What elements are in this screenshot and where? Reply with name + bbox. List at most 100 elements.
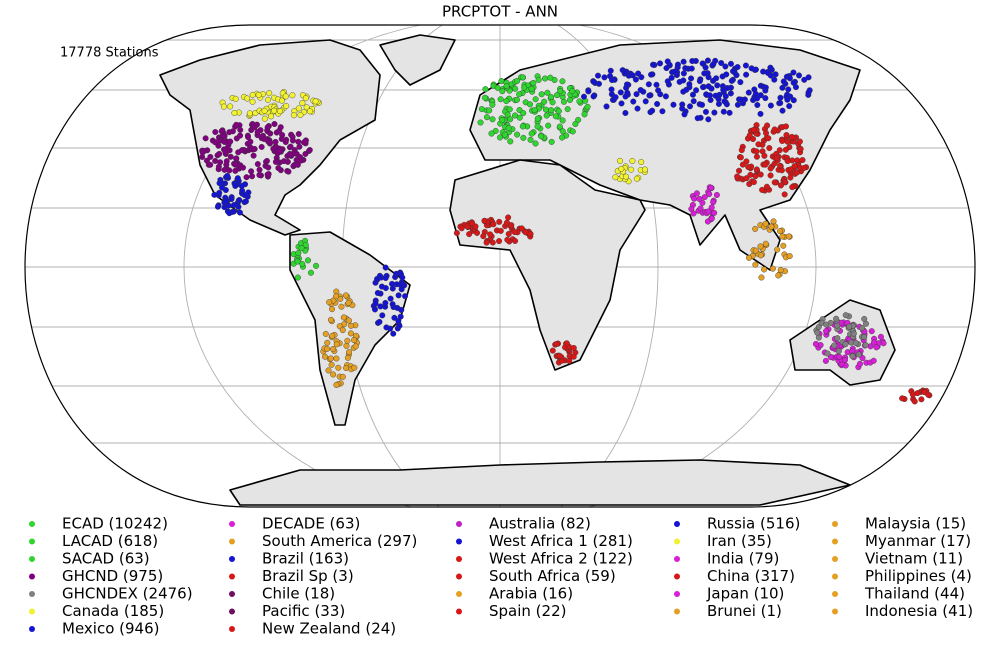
station-dot bbox=[260, 132, 267, 139]
station-dot bbox=[758, 274, 765, 281]
station-dot bbox=[785, 86, 792, 93]
station-dot bbox=[489, 239, 496, 246]
station-dot bbox=[622, 93, 629, 100]
station-dot bbox=[397, 313, 404, 320]
station-dot bbox=[590, 78, 597, 85]
station-dot bbox=[752, 173, 759, 180]
legend-marker bbox=[229, 573, 235, 580]
station-dot bbox=[389, 301, 396, 308]
station-dot bbox=[680, 58, 687, 65]
station-dot bbox=[555, 108, 562, 115]
station-dot bbox=[272, 138, 279, 145]
station-dot bbox=[347, 330, 354, 337]
station-dot bbox=[676, 78, 683, 85]
station-dot bbox=[686, 81, 693, 88]
station-dot bbox=[743, 175, 750, 182]
station-dot bbox=[503, 83, 510, 90]
station-dot bbox=[566, 96, 573, 103]
legend-label: LACAD (618) bbox=[62, 532, 158, 550]
station-dot bbox=[622, 109, 629, 116]
station-dot bbox=[286, 151, 293, 158]
station-dot bbox=[786, 103, 793, 110]
station-dot bbox=[674, 61, 681, 68]
legend-marker bbox=[832, 591, 838, 597]
station-dot bbox=[752, 225, 759, 232]
station-dot bbox=[255, 92, 262, 99]
legend-marker bbox=[229, 538, 235, 545]
station-dot bbox=[541, 98, 548, 105]
station-dot bbox=[799, 157, 806, 164]
station-dot bbox=[499, 117, 506, 124]
station-dot bbox=[266, 139, 273, 146]
station-dot bbox=[249, 98, 256, 105]
station-dot bbox=[559, 128, 566, 135]
legend-marker bbox=[29, 538, 35, 545]
station-dot bbox=[519, 74, 526, 81]
station-dot bbox=[344, 337, 351, 344]
station-dot bbox=[299, 99, 306, 106]
station-dot bbox=[263, 157, 270, 164]
legend-label: Japan (10) bbox=[706, 585, 784, 603]
legend-label: GHCNDEX (2476) bbox=[62, 585, 193, 603]
station-dot bbox=[521, 84, 528, 91]
station-dot bbox=[750, 179, 757, 186]
station-dot bbox=[797, 145, 804, 152]
station-dot bbox=[299, 261, 306, 268]
station-dot bbox=[689, 91, 696, 98]
station-dot bbox=[609, 77, 616, 84]
station-dot bbox=[220, 103, 227, 110]
station-dot bbox=[696, 195, 703, 202]
station-dot bbox=[663, 65, 670, 72]
station-dot bbox=[223, 198, 230, 205]
station-dot bbox=[542, 75, 549, 82]
station-dot bbox=[307, 108, 314, 115]
station-dot bbox=[743, 71, 750, 78]
station-dot bbox=[870, 339, 877, 346]
station-dot bbox=[226, 129, 233, 136]
station-dot bbox=[503, 98, 510, 105]
station-dot bbox=[237, 132, 244, 139]
station-dot bbox=[699, 84, 706, 91]
station-dot bbox=[761, 152, 768, 159]
station-dot bbox=[787, 174, 794, 181]
station-dot bbox=[256, 171, 263, 178]
station-dot bbox=[296, 143, 303, 150]
legend-label: Brazil Sp (3) bbox=[262, 567, 354, 585]
station-dot bbox=[738, 96, 745, 103]
station-dot bbox=[757, 92, 764, 99]
station-dot bbox=[569, 128, 576, 135]
station-dot bbox=[351, 364, 358, 371]
station-dot bbox=[351, 337, 358, 344]
station-dot bbox=[790, 97, 797, 104]
station-dot bbox=[507, 116, 514, 123]
station-dot bbox=[387, 295, 394, 302]
legend-label: South America (297) bbox=[262, 532, 417, 550]
station-dot bbox=[767, 172, 774, 179]
station-dot bbox=[505, 214, 512, 221]
station-dot bbox=[696, 78, 703, 85]
station-dot bbox=[722, 63, 729, 70]
station-dot bbox=[822, 357, 829, 364]
station-dot bbox=[752, 261, 759, 268]
station-dot bbox=[779, 233, 786, 240]
station-dot bbox=[796, 138, 803, 145]
station-dot bbox=[265, 164, 272, 171]
legend-label: Mexico (946) bbox=[62, 620, 159, 638]
station-dot bbox=[544, 89, 551, 96]
station-dot bbox=[607, 67, 614, 74]
station-dot bbox=[564, 106, 571, 113]
station-dot bbox=[489, 116, 496, 123]
station-dot bbox=[714, 82, 721, 89]
station-dot bbox=[402, 293, 409, 300]
station-dot bbox=[505, 230, 512, 237]
station-dot bbox=[227, 103, 234, 110]
station-dot bbox=[812, 340, 819, 347]
legend-marker bbox=[29, 626, 35, 632]
legend-marker bbox=[832, 521, 838, 527]
station-dot bbox=[720, 108, 727, 115]
station-dot bbox=[861, 334, 868, 341]
legend-marker bbox=[456, 538, 462, 545]
station-dot bbox=[396, 322, 403, 329]
station-dot bbox=[805, 74, 812, 81]
station-dot bbox=[777, 267, 784, 274]
